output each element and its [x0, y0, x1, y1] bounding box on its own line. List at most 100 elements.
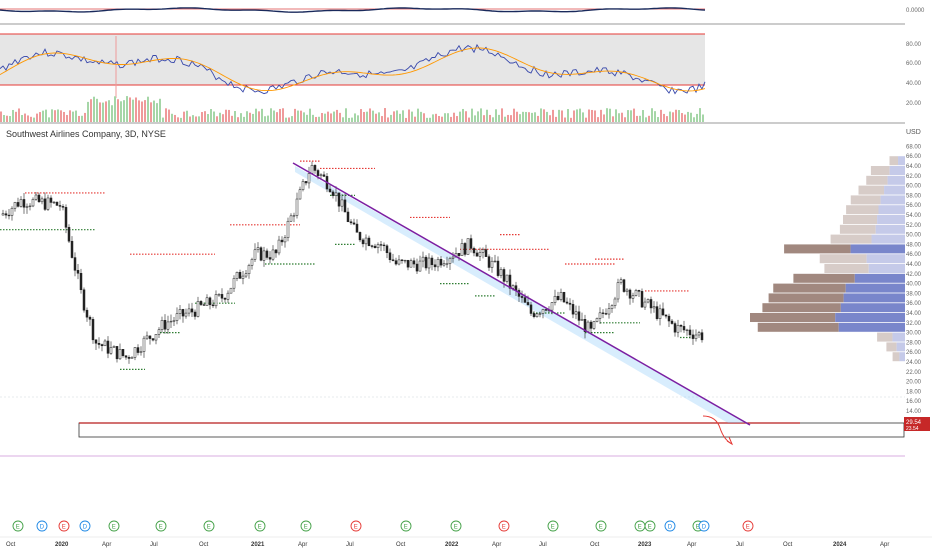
volume-bar	[642, 110, 644, 122]
candle-body	[124, 355, 128, 358]
event-marker[interactable]	[203, 520, 215, 532]
price-tick-label: 62.00	[906, 174, 922, 180]
candle-body	[151, 338, 155, 341]
volume-bar	[258, 111, 260, 122]
volume-profile-bar	[854, 273, 905, 283]
event-marker[interactable]	[155, 520, 167, 532]
candle-body	[271, 249, 275, 260]
event-marker-label: E	[696, 525, 700, 531]
volume-bar	[567, 109, 569, 122]
volume-bar	[564, 117, 566, 122]
volume-bar	[45, 109, 47, 122]
event-marker[interactable]	[36, 520, 48, 532]
volume-bar	[540, 108, 542, 122]
event-marker[interactable]	[254, 520, 266, 532]
event-marker[interactable]	[12, 520, 24, 532]
candle-body	[364, 237, 368, 245]
candle-body	[649, 299, 653, 309]
candle-body	[577, 311, 581, 321]
volume-bar	[459, 111, 461, 122]
event-marker-label: E	[62, 525, 66, 531]
candle-body	[400, 259, 404, 261]
candle-body	[448, 258, 452, 264]
event-marker[interactable]	[450, 520, 462, 532]
volume-bar	[579, 108, 581, 122]
event-marker[interactable]	[547, 520, 559, 532]
candle-body	[46, 197, 50, 210]
volume-bar	[549, 115, 551, 122]
candle-body	[418, 260, 422, 272]
candle-body	[10, 207, 14, 216]
volume-bar	[9, 116, 11, 122]
price-tick-label: 44.00	[906, 262, 922, 268]
volume-bar	[375, 113, 377, 122]
support-zone	[78, 422, 905, 438]
event-marker[interactable]	[498, 520, 510, 532]
candle-body	[430, 257, 434, 266]
volume-bar	[276, 112, 278, 122]
volume-profile-bar	[824, 264, 869, 273]
event-marker[interactable]	[664, 520, 676, 532]
event-marker[interactable]	[644, 520, 656, 532]
volume-bar	[282, 108, 284, 122]
volume-bar	[591, 109, 593, 122]
event-marker-label: E	[112, 525, 116, 531]
candle-body	[295, 198, 299, 216]
volume-bar	[306, 114, 308, 122]
volume-bar	[213, 111, 215, 122]
candle-body	[613, 298, 617, 306]
candle-body	[205, 297, 209, 306]
event-marker[interactable]	[400, 520, 412, 532]
price-tick-label: 18.00	[906, 389, 922, 395]
volume-bar	[522, 111, 524, 122]
currency-label: USD	[906, 129, 921, 136]
event-marker[interactable]	[698, 520, 710, 532]
candle-body	[361, 239, 365, 245]
candle-body	[244, 273, 248, 277]
volume-bar	[447, 113, 449, 122]
event-marker[interactable]	[350, 520, 362, 532]
price-tick-label: 26.00	[906, 350, 922, 356]
volume-bar	[519, 114, 521, 122]
time-label: 2020	[55, 542, 69, 548]
event-marker[interactable]	[108, 520, 120, 532]
trendline[interactable]	[292, 162, 751, 426]
volume-bar	[108, 100, 110, 122]
volume-bar	[291, 116, 293, 122]
price-tick-label: 52.00	[906, 223, 922, 229]
volume-bar	[111, 105, 113, 122]
candle-body	[199, 301, 203, 305]
candle-body	[211, 304, 215, 307]
volume-bar	[162, 117, 164, 122]
event-marker-label: E	[454, 525, 458, 531]
volume-bar	[498, 114, 500, 122]
volume-bar	[237, 117, 239, 122]
volume-profile-bar	[773, 283, 846, 293]
volume-bar	[657, 117, 659, 122]
candle-body	[595, 318, 599, 322]
candle-body	[607, 308, 611, 315]
candle-body	[1, 213, 5, 216]
candle-body	[394, 260, 398, 265]
candle-body	[256, 247, 260, 251]
oscillator-panel	[0, 7, 905, 25]
event-marker[interactable]	[595, 520, 607, 532]
volume-bar	[48, 117, 50, 122]
volume-bar	[57, 109, 59, 122]
candle-body	[691, 334, 695, 339]
volume-bar	[315, 116, 317, 122]
event-marker[interactable]	[79, 520, 91, 532]
candle-body	[676, 324, 680, 333]
time-label: Oct	[199, 542, 209, 548]
event-marker[interactable]	[742, 520, 754, 532]
candle-body	[145, 335, 149, 339]
event-marker[interactable]	[58, 520, 70, 532]
candle-body	[253, 249, 257, 260]
candle-body	[223, 298, 227, 300]
price-tick-label: 60.00	[906, 184, 922, 190]
event-marker[interactable]	[300, 520, 312, 532]
candle-body	[139, 351, 143, 353]
volume-profile-bar	[784, 244, 851, 254]
